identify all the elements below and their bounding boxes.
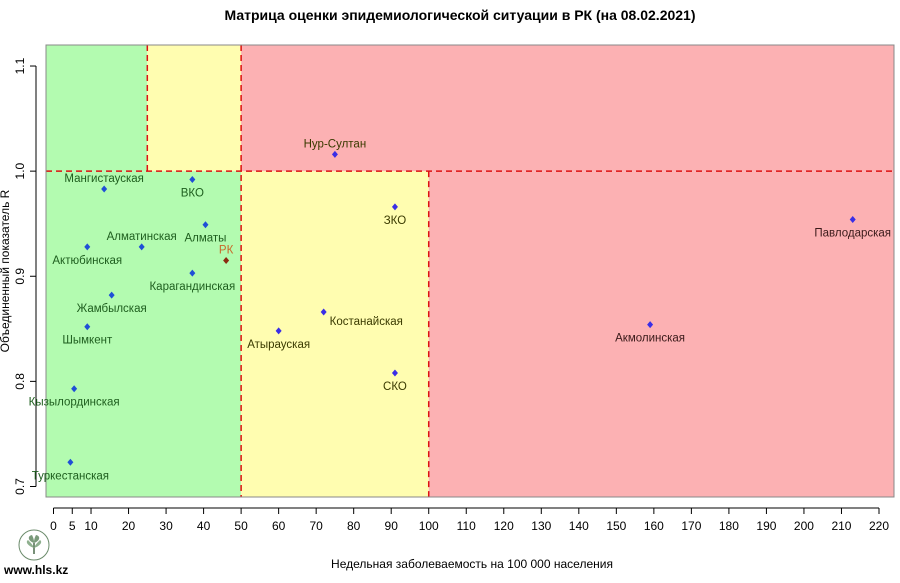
data-label-13: Акмолинская	[615, 333, 685, 345]
data-label-14: Шымкент	[62, 335, 113, 347]
y-tick-label-4: 1.1	[13, 57, 27, 74]
x-tick-label-50: 50	[234, 519, 248, 533]
zone-4	[241, 45, 894, 172]
data-point-1	[101, 185, 108, 193]
x-tick-label-190: 190	[756, 519, 776, 533]
data-label-6: Алматинская	[107, 231, 177, 243]
zone-2	[147, 45, 242, 172]
y-axis: 0.7 0.8 0.9 1.0 1.1	[13, 57, 37, 495]
data-point-4	[849, 215, 856, 223]
x-tick-label-180: 180	[719, 519, 739, 533]
threshold-lines	[46, 45, 894, 497]
x-axis-label: Недельная заболеваемость на 100 000 насе…	[331, 557, 613, 571]
data-point-5	[202, 221, 209, 229]
x-tick-label-90: 90	[385, 519, 399, 533]
data-point-12	[275, 327, 282, 335]
x-tick-label-80: 80	[347, 519, 361, 533]
y-tick-label-2: 0.9	[13, 268, 27, 285]
data-label-15: СКО	[383, 381, 407, 393]
x-tick-label-110: 110	[457, 519, 476, 533]
data-label-9: Карагандинская	[149, 281, 235, 293]
y-axis-label: Объединенный показатель R	[0, 189, 12, 352]
x-tick-label-10: 10	[84, 519, 98, 533]
x-tick-label-20: 20	[122, 519, 136, 533]
data-label-12: Атырауская	[247, 339, 310, 351]
data-point-7	[84, 243, 91, 251]
data-label-11: Костанайская	[330, 316, 403, 328]
data-point-8	[223, 256, 230, 264]
data-label-4: Павлодарская	[814, 227, 891, 239]
x-tick-label-100: 100	[419, 519, 439, 533]
y-tick-label-1: 0.8	[13, 373, 27, 390]
zone-1	[46, 45, 148, 172]
data-point-16	[71, 385, 78, 393]
data-point-17	[67, 458, 74, 466]
x-tick-label-170: 170	[681, 519, 701, 533]
x-tick-label-160: 160	[644, 519, 664, 533]
data-point-2	[189, 176, 196, 184]
hls-logo-icon	[18, 529, 50, 561]
point-labels: Нур-Султан Мангистауская ВКО ЗКО Павлодарска…	[29, 138, 891, 482]
data-label-16: Кызылординская	[29, 397, 120, 409]
data-label-1: Мангистауская	[64, 173, 144, 185]
y-tick-label-3: 1.0	[13, 162, 27, 179]
x-tick-label-40: 40	[197, 519, 211, 533]
data-label-10: Жамбылская	[77, 303, 147, 315]
data-label-5: Алматы	[184, 233, 226, 245]
data-label-0: Нур-Султан	[304, 138, 367, 150]
x-tick-label-200: 200	[794, 519, 814, 533]
y-tick-label-0: 0.7	[13, 478, 27, 495]
zone-backgrounds	[46, 45, 894, 498]
data-point-14	[84, 323, 91, 331]
data-label-7: Актюбинская	[52, 255, 122, 267]
zone-3	[241, 171, 429, 498]
chart-title: Матрица оценки эпидемиологической ситуац…	[224, 7, 695, 23]
data-point-10	[108, 291, 115, 299]
plot-frame	[45, 44, 895, 498]
x-tick-label-5: 5	[69, 519, 76, 533]
x-tick-label-210: 210	[831, 519, 851, 533]
x-tick-label-220: 220	[869, 519, 889, 533]
data-point-3	[391, 203, 398, 211]
x-tick-label-130: 130	[531, 519, 551, 533]
data-label-17: Туркестанская	[32, 470, 109, 482]
x-tick-label-140: 140	[569, 519, 589, 533]
x-tick-label-150: 150	[606, 519, 626, 533]
x-tick-label-60: 60	[272, 519, 286, 533]
data-point-15	[391, 369, 398, 377]
data-point-11	[320, 308, 327, 316]
data-label-2: ВКО	[181, 188, 204, 200]
data-point-13	[647, 321, 654, 329]
zone-0	[46, 171, 242, 498]
data-point-6	[138, 243, 145, 251]
data-label-8: РК	[219, 244, 234, 256]
data-point-0	[331, 150, 338, 158]
zone-5	[428, 171, 894, 498]
data-point-9	[189, 269, 196, 277]
x-tick-label-0: 0	[50, 519, 57, 533]
site-url[interactable]: www.hls.kz	[4, 563, 69, 577]
x-tick-label-120: 120	[494, 519, 514, 533]
x-tick-label-30: 30	[159, 519, 173, 533]
data-points	[67, 150, 856, 466]
data-label-3: ЗКО	[384, 215, 407, 227]
x-axis: 0 5 10 20 30 40 50 60 70 80 90 100 110 120 130 140 150 16…	[50, 507, 889, 533]
x-tick-label-70: 70	[309, 519, 323, 533]
